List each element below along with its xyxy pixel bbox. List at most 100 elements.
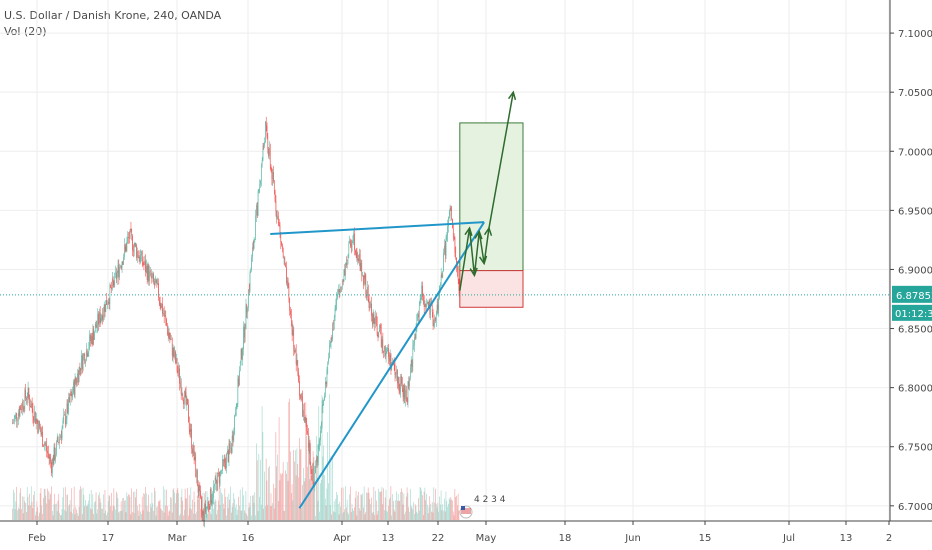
volume-bar (213, 508, 214, 520)
candle-body (282, 245, 283, 250)
x-tick-label: 22 (432, 533, 445, 544)
candle-body (186, 398, 188, 405)
volume-bar (61, 509, 63, 520)
candle-body (420, 298, 422, 300)
candle-body (166, 319, 167, 326)
volume-bar (432, 512, 434, 520)
volume-bar (141, 496, 143, 520)
volume-bar (233, 492, 235, 520)
us-flag-icon[interactable] (459, 505, 473, 519)
volume-bar (67, 494, 68, 520)
volume-bar (282, 473, 283, 520)
last-price-value: 6.87852 (896, 291, 932, 302)
volume-bar (87, 503, 89, 520)
candle-body (205, 507, 207, 512)
volume-bar (56, 503, 57, 520)
candle-body (243, 326, 245, 338)
volume-bar (407, 493, 409, 520)
candle-body (286, 267, 287, 283)
candle-body (375, 315, 377, 321)
resistance-trendline[interactable] (270, 221, 485, 235)
volume-bar (295, 475, 297, 520)
candle-body (236, 404, 238, 409)
candle-body (298, 372, 299, 382)
candle-body (46, 444, 47, 452)
stop-loss-zone[interactable] (459, 270, 524, 308)
volume-bar (254, 492, 256, 520)
volume-bar (178, 492, 179, 520)
volume-bar (314, 480, 316, 520)
candle-body (136, 245, 137, 258)
events-counts[interactable]: 4 2 3 4 (474, 495, 506, 505)
candle-body (134, 242, 136, 247)
candle-body (401, 384, 403, 390)
volume-bar (156, 507, 158, 520)
candle-body (344, 269, 346, 276)
volume-bar (397, 493, 399, 520)
candle-body (272, 172, 273, 180)
volume-bar (235, 507, 236, 520)
candle-body (191, 429, 192, 449)
volume-bar (144, 494, 145, 520)
candle-body (178, 368, 179, 373)
volume-bar (188, 495, 190, 520)
volume-bar (364, 514, 366, 520)
volume-indicator-label[interactable]: Vol (20) (4, 25, 47, 38)
volume-bar (207, 513, 209, 520)
candle-body (40, 431, 42, 435)
candle-body (274, 190, 276, 202)
chart-drawings[interactable]: 4 2 3 4 (0, 90, 890, 519)
candle-body (431, 305, 433, 312)
volume-bar (420, 487, 422, 520)
candle-body (430, 304, 431, 315)
volume-bar (206, 491, 208, 520)
volume-bar (277, 501, 279, 520)
candle-body (155, 279, 157, 283)
volume-bar (77, 515, 79, 520)
candle-body (94, 324, 96, 333)
candle-body (149, 270, 151, 272)
candle-body (381, 339, 383, 347)
last-price-tag (892, 285, 932, 303)
candle-body (147, 265, 149, 281)
volume-bar (247, 515, 248, 520)
volume-bar (332, 455, 333, 520)
candle-body (30, 406, 31, 408)
volume-bar (53, 504, 55, 520)
volume-bar (242, 487, 243, 520)
candle-body (448, 217, 449, 227)
volume-bar (52, 515, 54, 520)
volume-bar (230, 512, 232, 520)
candle-body (346, 259, 348, 266)
candle-body (316, 457, 317, 467)
candle-body (265, 121, 267, 126)
volume-bar (410, 488, 411, 520)
candle-body (62, 420, 64, 428)
candle-body (305, 417, 307, 422)
candle-body (322, 404, 324, 407)
volume-bar (421, 490, 422, 520)
candle-body (89, 334, 90, 348)
volume-bar (394, 511, 396, 520)
volume-bar (42, 513, 43, 520)
volume-bar (317, 500, 319, 520)
candle-body (88, 347, 90, 354)
volume-bar (164, 489, 166, 520)
candle-body (197, 486, 199, 493)
volume-bar (139, 503, 141, 520)
volume-bar (172, 489, 174, 520)
volume-bar (283, 510, 285, 520)
rising-support-trendline[interactable] (298, 221, 485, 509)
candle-body (162, 313, 164, 314)
candle-body (164, 315, 166, 317)
volume-bar (308, 449, 310, 520)
volume-bar (321, 395, 323, 520)
candle-body (157, 283, 158, 285)
volume-bar (112, 505, 114, 520)
candle-body (397, 370, 398, 384)
candle-body (107, 301, 109, 305)
candle-body (43, 444, 45, 447)
volume-bar (359, 510, 361, 520)
profit-target-zone[interactable] (459, 122, 524, 272)
